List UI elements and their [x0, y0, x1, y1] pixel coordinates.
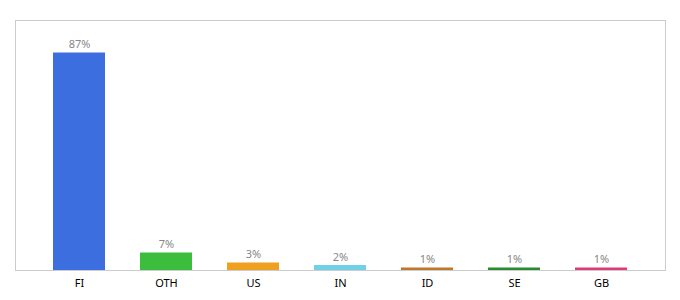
svg-text:87%: 87%	[69, 36, 91, 51]
svg-text:SE: SE	[508, 275, 520, 290]
svg-text:ID: ID	[422, 275, 434, 290]
svg-text:FI: FI	[75, 275, 85, 290]
svg-text:7%: 7%	[159, 236, 174, 251]
svg-text:GB: GB	[594, 275, 609, 290]
svg-text:OTH: OTH	[155, 275, 178, 290]
svg-text:IN: IN	[334, 275, 346, 290]
svg-text:3%: 3%	[246, 246, 261, 261]
svg-text:US: US	[246, 275, 260, 290]
svg-text:1%: 1%	[420, 251, 435, 266]
svg-text:1%: 1%	[507, 251, 522, 266]
svg-text:1%: 1%	[594, 251, 609, 266]
svg-text:2%: 2%	[333, 249, 348, 264]
